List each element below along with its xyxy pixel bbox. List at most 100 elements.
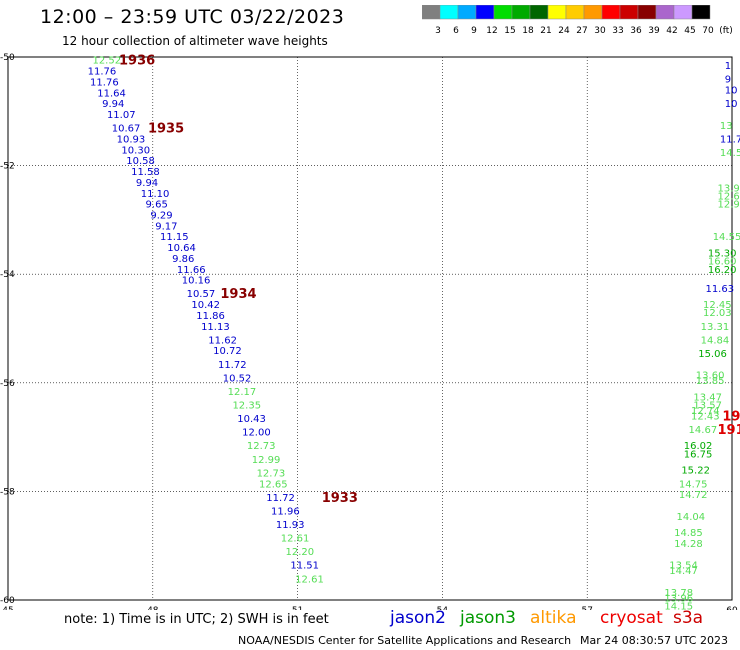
wave-height-point: 9.65 — [146, 200, 168, 211]
color-scale-label: 9 — [471, 26, 477, 36]
pass-time-label: 1933 — [322, 491, 358, 506]
chart-title: 12:00 – 23:59 UTC 03/22/2023 — [40, 6, 345, 28]
color-scale-label: 42 — [666, 26, 677, 36]
y-tick-label: -52 — [0, 162, 15, 172]
wave-height-point: 12.17 — [228, 387, 257, 398]
wave-height-point: 13.96 — [664, 593, 693, 604]
wave-height-point: 9 — [725, 75, 731, 86]
wave-height-point: 12.65 — [259, 479, 288, 490]
wave-height-point: 9.17 — [155, 221, 177, 232]
x-tick-label: 57 — [581, 606, 592, 610]
chart-subtitle: 12 hour collection of altimeter wave hei… — [62, 34, 328, 48]
wave-height-point: 12.73 — [257, 468, 286, 479]
wave-height-point: 13.54 — [669, 561, 698, 572]
wave-height-point: 14.85 — [674, 528, 703, 539]
wave-height-plot: 454851545760-50-52-54-56-58-6012.5211.76… — [0, 53, 740, 610]
y-tick-label: -54 — [0, 270, 15, 280]
pass-time-label: 1934 — [220, 287, 256, 302]
wave-height-point: 16.20 — [708, 265, 737, 276]
wave-height-point: 9.94 — [136, 178, 158, 189]
wave-height-point: 13 — [720, 121, 733, 132]
wave-height-point: 13.9 — [718, 183, 740, 194]
wave-height-point: 11.15 — [160, 232, 189, 243]
wave-height-point: 13.60 — [696, 371, 725, 382]
color-scale-label: (ft) — [719, 26, 732, 36]
wave-height-point: 11.72 — [266, 493, 295, 504]
color-scale-label: 24 — [558, 26, 570, 36]
wave-height-point: 11.13 — [201, 322, 230, 333]
x-tick-label: 48 — [147, 606, 159, 610]
color-scale-label: 30 — [594, 26, 606, 36]
wave-height-point: 11.93 — [276, 520, 305, 531]
wave-height-point: 13.57 — [693, 401, 722, 412]
wave-height-point: 12.73 — [247, 441, 276, 452]
color-scale-legend: 3 6 9 12 15 18 21 24 27 30 33 36 39 42 45 70 (ft) — [422, 5, 732, 36]
x-tick-label: 51 — [292, 606, 303, 610]
wave-height-point: 9.86 — [172, 254, 194, 265]
wave-height-point: 12.43 — [691, 411, 720, 422]
wave-height-point: 12.35 — [232, 401, 261, 412]
wave-height-point: 10.42 — [191, 300, 220, 311]
wave-height-point: 14.75 — [679, 479, 708, 490]
wave-height-point: 15.22 — [681, 466, 710, 477]
y-tick-label: -60 — [0, 596, 15, 606]
x-tick-label: 45 — [2, 606, 13, 610]
wave-height-point: 10.52 — [223, 373, 252, 384]
wave-height-point: 10.16 — [182, 276, 211, 287]
color-scale-label: 39 — [648, 26, 660, 36]
wave-height-point: 13.78 — [664, 588, 693, 599]
color-scale-label: 27 — [576, 26, 587, 36]
pass-time-label: 191 — [718, 423, 740, 438]
color-scale-label: 18 — [522, 26, 534, 36]
wave-height-point: 14.84 — [701, 335, 730, 346]
wave-height-point: 10.67 — [112, 124, 141, 135]
satellite-cryosat: cryosat — [600, 608, 663, 628]
pass-time-label: 1936 — [119, 54, 155, 69]
color-scale-label: 45 — [684, 26, 695, 36]
pass-time-label: 1935 — [148, 122, 184, 137]
x-tick-label: 54 — [437, 606, 449, 610]
wave-height-point: 10.64 — [167, 243, 196, 254]
wave-height-point: 14.28 — [674, 539, 703, 550]
wave-height-point: 11.76 — [90, 77, 119, 88]
wave-height-point: 10.43 — [237, 414, 266, 425]
footer-note: note: 1) Time is in UTC; 2) SWH is in fe… — [64, 612, 329, 627]
wave-height-point: 16.02 — [684, 441, 713, 452]
y-tick-label: -56 — [0, 379, 15, 389]
wave-height-point: 12.74 — [691, 406, 720, 417]
color-scale-label: 6 — [453, 26, 459, 36]
wave-height-point: 14.5 — [720, 148, 740, 159]
wave-height-point: 12.99 — [252, 455, 281, 466]
credit-line: NOAA/NESDIS Center for Satellite Applica… — [238, 634, 572, 647]
satellite-jason2: jason2 — [390, 608, 446, 628]
wave-height-point: 10.30 — [121, 145, 150, 156]
wave-height-point: 11.07 — [107, 110, 136, 121]
wave-height-point: 12.45 — [703, 300, 732, 311]
wave-height-point: 13.85 — [696, 376, 725, 387]
wave-height-point: 11.7 — [720, 134, 740, 145]
color-scale-label: 70 — [702, 26, 714, 36]
wave-height-point: 15.06 — [698, 349, 727, 360]
wave-height-point: 16.60 — [708, 257, 737, 268]
color-scale-label: 33 — [612, 26, 623, 36]
wave-height-point: 11.62 — [208, 335, 237, 346]
wave-height-point: 12.92 — [718, 200, 740, 211]
wave-height-point: 13.47 — [693, 392, 722, 403]
wave-height-point: 16.75 — [684, 449, 713, 460]
wave-height-point: 9.29 — [150, 210, 172, 221]
y-tick-label: -58 — [0, 487, 15, 497]
wave-height-point: 12.00 — [242, 428, 271, 439]
wave-height-point: 12.03 — [703, 308, 732, 319]
wave-height-point: 14.47 — [669, 566, 698, 577]
y-tick-label: -50 — [0, 53, 15, 63]
wave-height-point: 14.04 — [676, 512, 705, 523]
wave-height-point: 14.67 — [689, 425, 718, 436]
wave-height-point: 10 — [725, 99, 738, 110]
wave-height-point: 10.93 — [117, 134, 146, 145]
wave-height-point: 15.30 — [708, 248, 737, 259]
wave-height-point: 12.61 — [281, 534, 310, 545]
wave-height-point: 11.51 — [290, 561, 319, 572]
wave-height-point: 10.72 — [213, 346, 242, 357]
wave-height-point: 14.72 — [679, 490, 708, 501]
wave-height-point: 12.6 — [718, 191, 740, 202]
